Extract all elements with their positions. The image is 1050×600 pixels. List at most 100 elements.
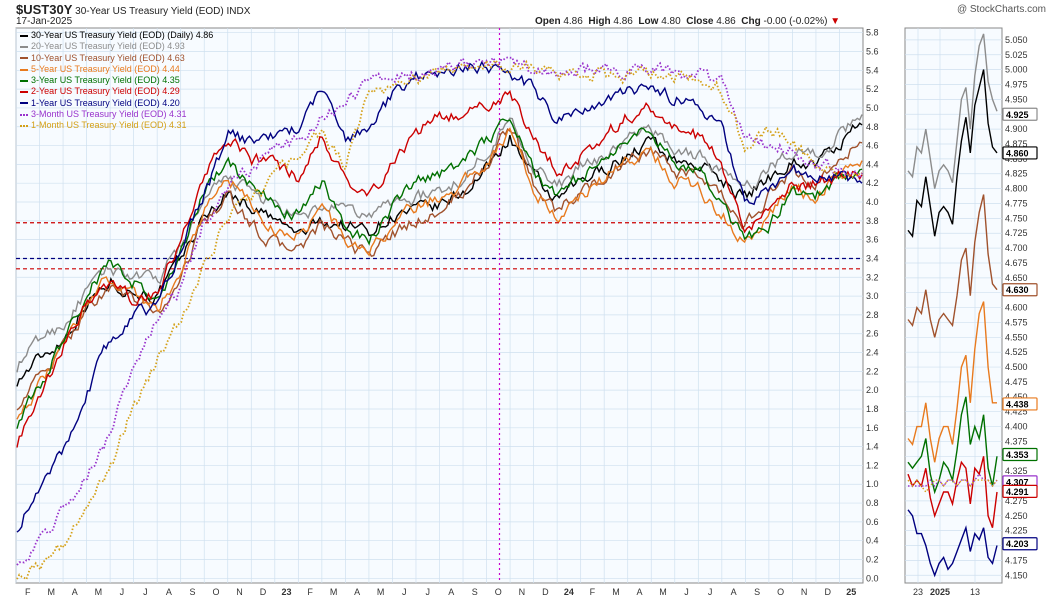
- zoom-y-tick-label: 4.700: [1005, 243, 1028, 253]
- x-tick-label: A: [354, 587, 360, 597]
- y-tick-label: 5.0: [866, 103, 879, 113]
- zoom-series-line: [907, 509, 998, 578]
- y-tick-label: 3.4: [866, 253, 879, 263]
- x-tick-label: J: [425, 587, 430, 597]
- x-tick-label: D: [260, 587, 267, 597]
- last-value-text: 4.630: [1006, 285, 1029, 295]
- x-tick-label: O: [495, 587, 502, 597]
- legend-swatch: [20, 45, 28, 48]
- y-tick-label: 0.6: [866, 517, 879, 527]
- last-value-box: [1002, 537, 1038, 551]
- legend-entry: 1-Month US Treasury Yield (EOD) 4.31: [20, 120, 213, 131]
- y-tick-label: 4.4: [866, 159, 879, 169]
- y-tick-label: 2.6: [866, 329, 879, 339]
- last-value-text: 4.307: [1006, 477, 1029, 487]
- zoom-y-tick-label: 4.400: [1005, 422, 1028, 432]
- zoom-x-tick-label: 23: [913, 587, 923, 597]
- y-tick-label: 2.8: [866, 310, 879, 320]
- zoom-series-line: [907, 33, 998, 189]
- legend-label: 5-Year US Treasury Yield (EOD) 4.44: [31, 63, 180, 74]
- x-tick-label: A: [636, 587, 642, 597]
- zoom-series-line: [907, 396, 998, 495]
- last-value-text: 4.860: [1006, 148, 1029, 158]
- last-value-text: 4.291: [1006, 487, 1029, 497]
- zoom-y-tick-label: 4.675: [1005, 258, 1028, 268]
- zoom-y-tick-label: 4.325: [1005, 466, 1028, 476]
- y-tick-label: 5.2: [866, 84, 879, 94]
- legend-entry: 20-Year US Treasury Yield (EOD) 4.93: [20, 41, 213, 52]
- x-tick-label: D: [824, 587, 831, 597]
- exchange: INDX: [226, 6, 251, 17]
- zoom-y-tick-label: 4.275: [1005, 496, 1028, 506]
- last-value-badge: 4.438: [1002, 397, 1038, 411]
- legend-entry: 2-Year US Treasury Yield (EOD) 4.29: [20, 86, 213, 97]
- x-tick-label: A: [731, 587, 737, 597]
- y-tick-label: 1.0: [866, 479, 879, 489]
- legend-entry: 3-Month US Treasury Yield (EOD) 4.31: [20, 109, 213, 120]
- legend-swatch: [20, 68, 28, 71]
- last-value-text: 4.353: [1006, 450, 1029, 460]
- high-value: 4.86: [613, 16, 633, 27]
- x-tick-label: O: [777, 587, 784, 597]
- y-tick-label: 5.8: [866, 28, 879, 38]
- series-line: [16, 118, 863, 429]
- zoom-y-tick-label: 4.750: [1005, 213, 1028, 223]
- zoom-y-tick-label: 4.875: [1005, 139, 1028, 149]
- y-tick-label: 1.6: [866, 423, 879, 433]
- y-tick-label: 2.2: [866, 366, 879, 376]
- zoom-y-tick-label: 4.575: [1005, 317, 1028, 327]
- legend-entry: 3-Year US Treasury Yield (EOD) 4.35: [20, 75, 213, 86]
- open-value: 4.86: [563, 16, 583, 27]
- chg-value: -0.00 (-0.02%): [763, 16, 828, 27]
- last-value-badge: 4.203: [1002, 537, 1038, 551]
- ohlc-readout: Open 4.86 High 4.86 Low 4.80 Close 4.86 …: [535, 16, 840, 27]
- x-tick-label: A: [166, 587, 172, 597]
- last-value-badge: 4.925: [1002, 107, 1038, 121]
- x-tick-label: J: [120, 587, 125, 597]
- watermark: @ StockCharts.com: [956, 4, 1046, 15]
- zoom-y-tick-label: 4.900: [1005, 124, 1028, 134]
- zoom-y-tick-label: 4.450: [1005, 392, 1028, 402]
- close-label: Close: [686, 16, 714, 27]
- last-value-badge: 4.291: [1002, 484, 1038, 498]
- legend-swatch: [20, 125, 28, 128]
- last-value-box: [1002, 447, 1038, 462]
- x-tick-label: M: [612, 587, 620, 597]
- last-value-badge: 4.353: [1002, 447, 1038, 462]
- series-line: [16, 89, 863, 448]
- zoom-x-tick-label: 13: [970, 587, 980, 597]
- y-tick-label: 3.0: [866, 291, 879, 301]
- zoom-y-tick-label: 4.225: [1005, 526, 1028, 536]
- zoom-y-tick-label: 4.475: [1005, 377, 1028, 387]
- x-tick-label: 25: [846, 587, 856, 597]
- x-tick-label: J: [684, 587, 689, 597]
- legend-label: 20-Year US Treasury Yield (EOD) 4.93: [31, 41, 185, 52]
- legend-label: 1-Year US Treasury Yield (EOD) 4.20: [31, 97, 180, 108]
- y-tick-label: 4.2: [866, 178, 879, 188]
- x-tick-label: 24: [564, 587, 574, 597]
- zoom-y-tick-label: 4.500: [1005, 362, 1028, 372]
- legend-label: 30-Year US Treasury Yield (EOD) (Daily) …: [31, 30, 214, 40]
- y-tick-label: 3.8: [866, 216, 879, 226]
- x-tick-label: S: [754, 587, 760, 597]
- x-tick-label: J: [708, 587, 713, 597]
- low-label: Low: [638, 16, 659, 27]
- legend-swatch: [20, 34, 28, 37]
- last-value-box: [1002, 283, 1038, 297]
- y-tick-label: 0.2: [866, 554, 879, 564]
- x-tick-label: F: [590, 587, 596, 597]
- x-tick-label: M: [95, 587, 103, 597]
- last-value-text: 4.203: [1006, 539, 1029, 549]
- legend-entry: 10-Year US Treasury Yield (EOD) 4.63: [20, 53, 213, 64]
- zoom-y-tick-label: 4.600: [1005, 303, 1028, 313]
- last-value-badge: 4.860: [1002, 146, 1038, 160]
- zoom-x-tick-label: 2025: [930, 587, 950, 597]
- symbol-name: 30-Year US Treasury Yield (EOD): [75, 6, 224, 17]
- y-tick-label: 3.2: [866, 272, 879, 282]
- last-value-box: [1002, 107, 1038, 121]
- zoom-y-tick-label: 4.175: [1005, 555, 1028, 565]
- y-tick-label: 4.6: [866, 141, 879, 151]
- x-tick-label: N: [236, 587, 243, 597]
- last-value-box: [1002, 397, 1038, 411]
- y-tick-label: 0.8: [866, 498, 879, 508]
